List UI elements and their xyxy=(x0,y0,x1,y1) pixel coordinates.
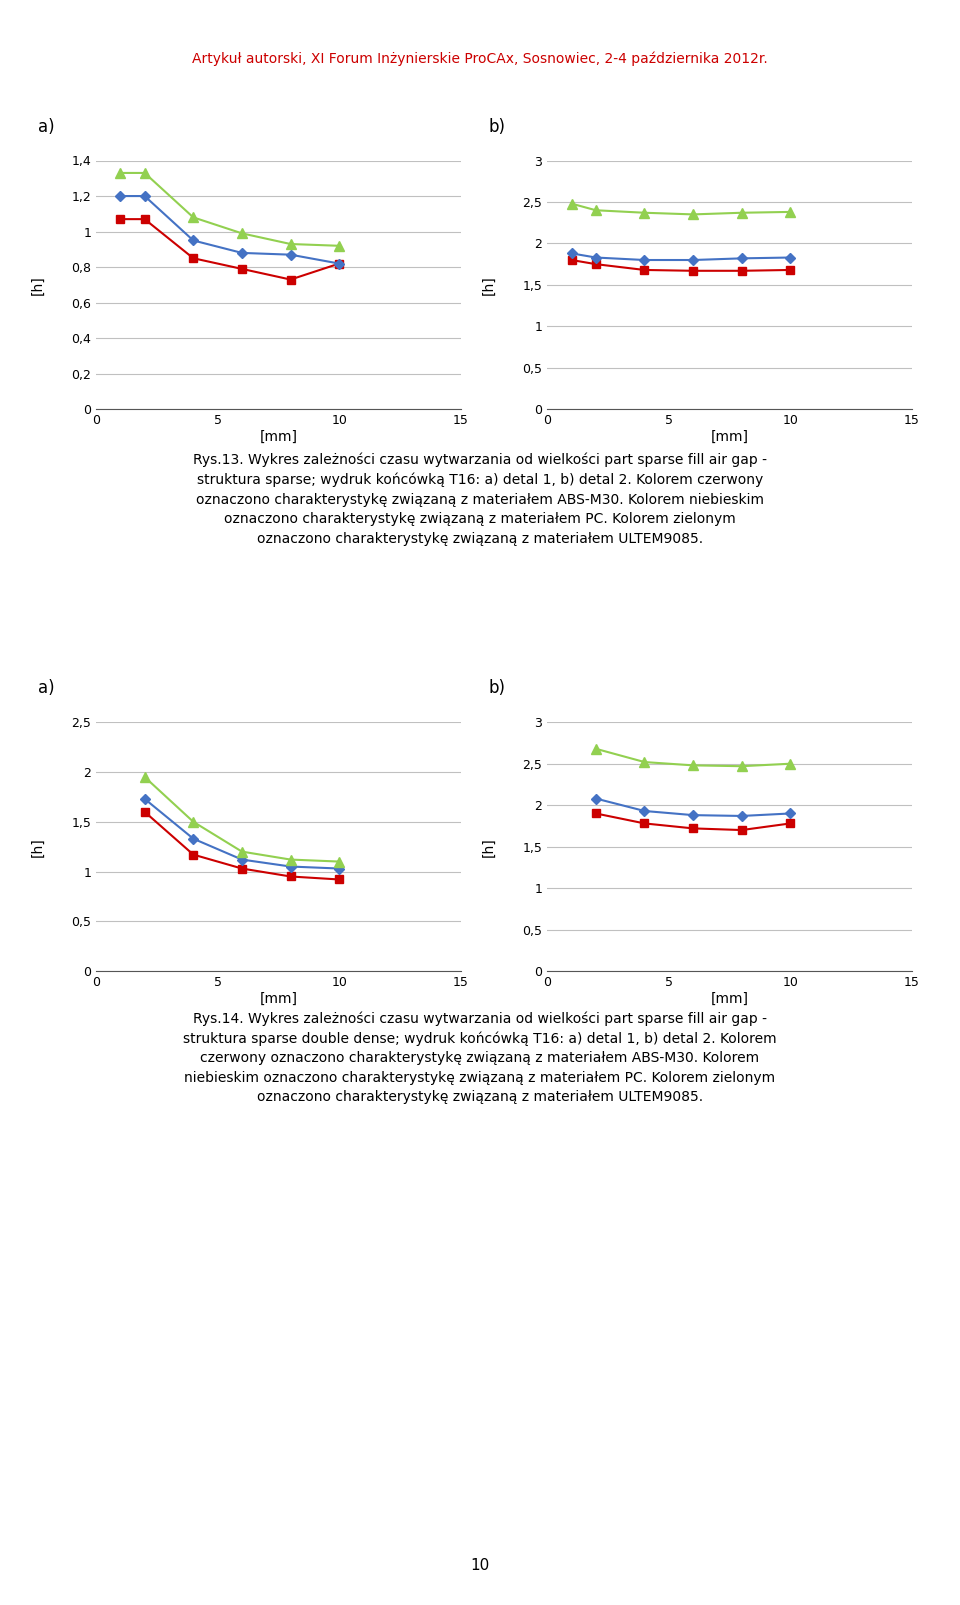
Text: [h]: [h] xyxy=(31,274,44,295)
Text: b): b) xyxy=(489,679,506,697)
X-axis label: [mm]: [mm] xyxy=(259,992,298,1006)
X-axis label: [mm]: [mm] xyxy=(259,430,298,445)
Text: [h]: [h] xyxy=(31,836,44,857)
Text: a): a) xyxy=(37,679,55,697)
Text: a): a) xyxy=(37,117,55,135)
Text: [h]: [h] xyxy=(482,274,495,295)
Text: [h]: [h] xyxy=(482,836,495,857)
Text: Rys.13. Wykres zależności czasu wytwarzania od wielkości part sparse fill air ga: Rys.13. Wykres zależności czasu wytwarza… xyxy=(193,453,767,546)
X-axis label: [mm]: [mm] xyxy=(710,430,749,445)
X-axis label: [mm]: [mm] xyxy=(710,992,749,1006)
Text: Rys.14. Wykres zależności czasu wytwarzania od wielkości part sparse fill air ga: Rys.14. Wykres zależności czasu wytwarza… xyxy=(183,1011,777,1104)
Text: Artykuł autorski, XI Forum Inżynierskie ProCAx, Sosnowiec, 2-4 października 2012: Artykuł autorski, XI Forum Inżynierskie … xyxy=(192,51,768,66)
Text: b): b) xyxy=(489,117,506,135)
Text: 10: 10 xyxy=(470,1558,490,1573)
